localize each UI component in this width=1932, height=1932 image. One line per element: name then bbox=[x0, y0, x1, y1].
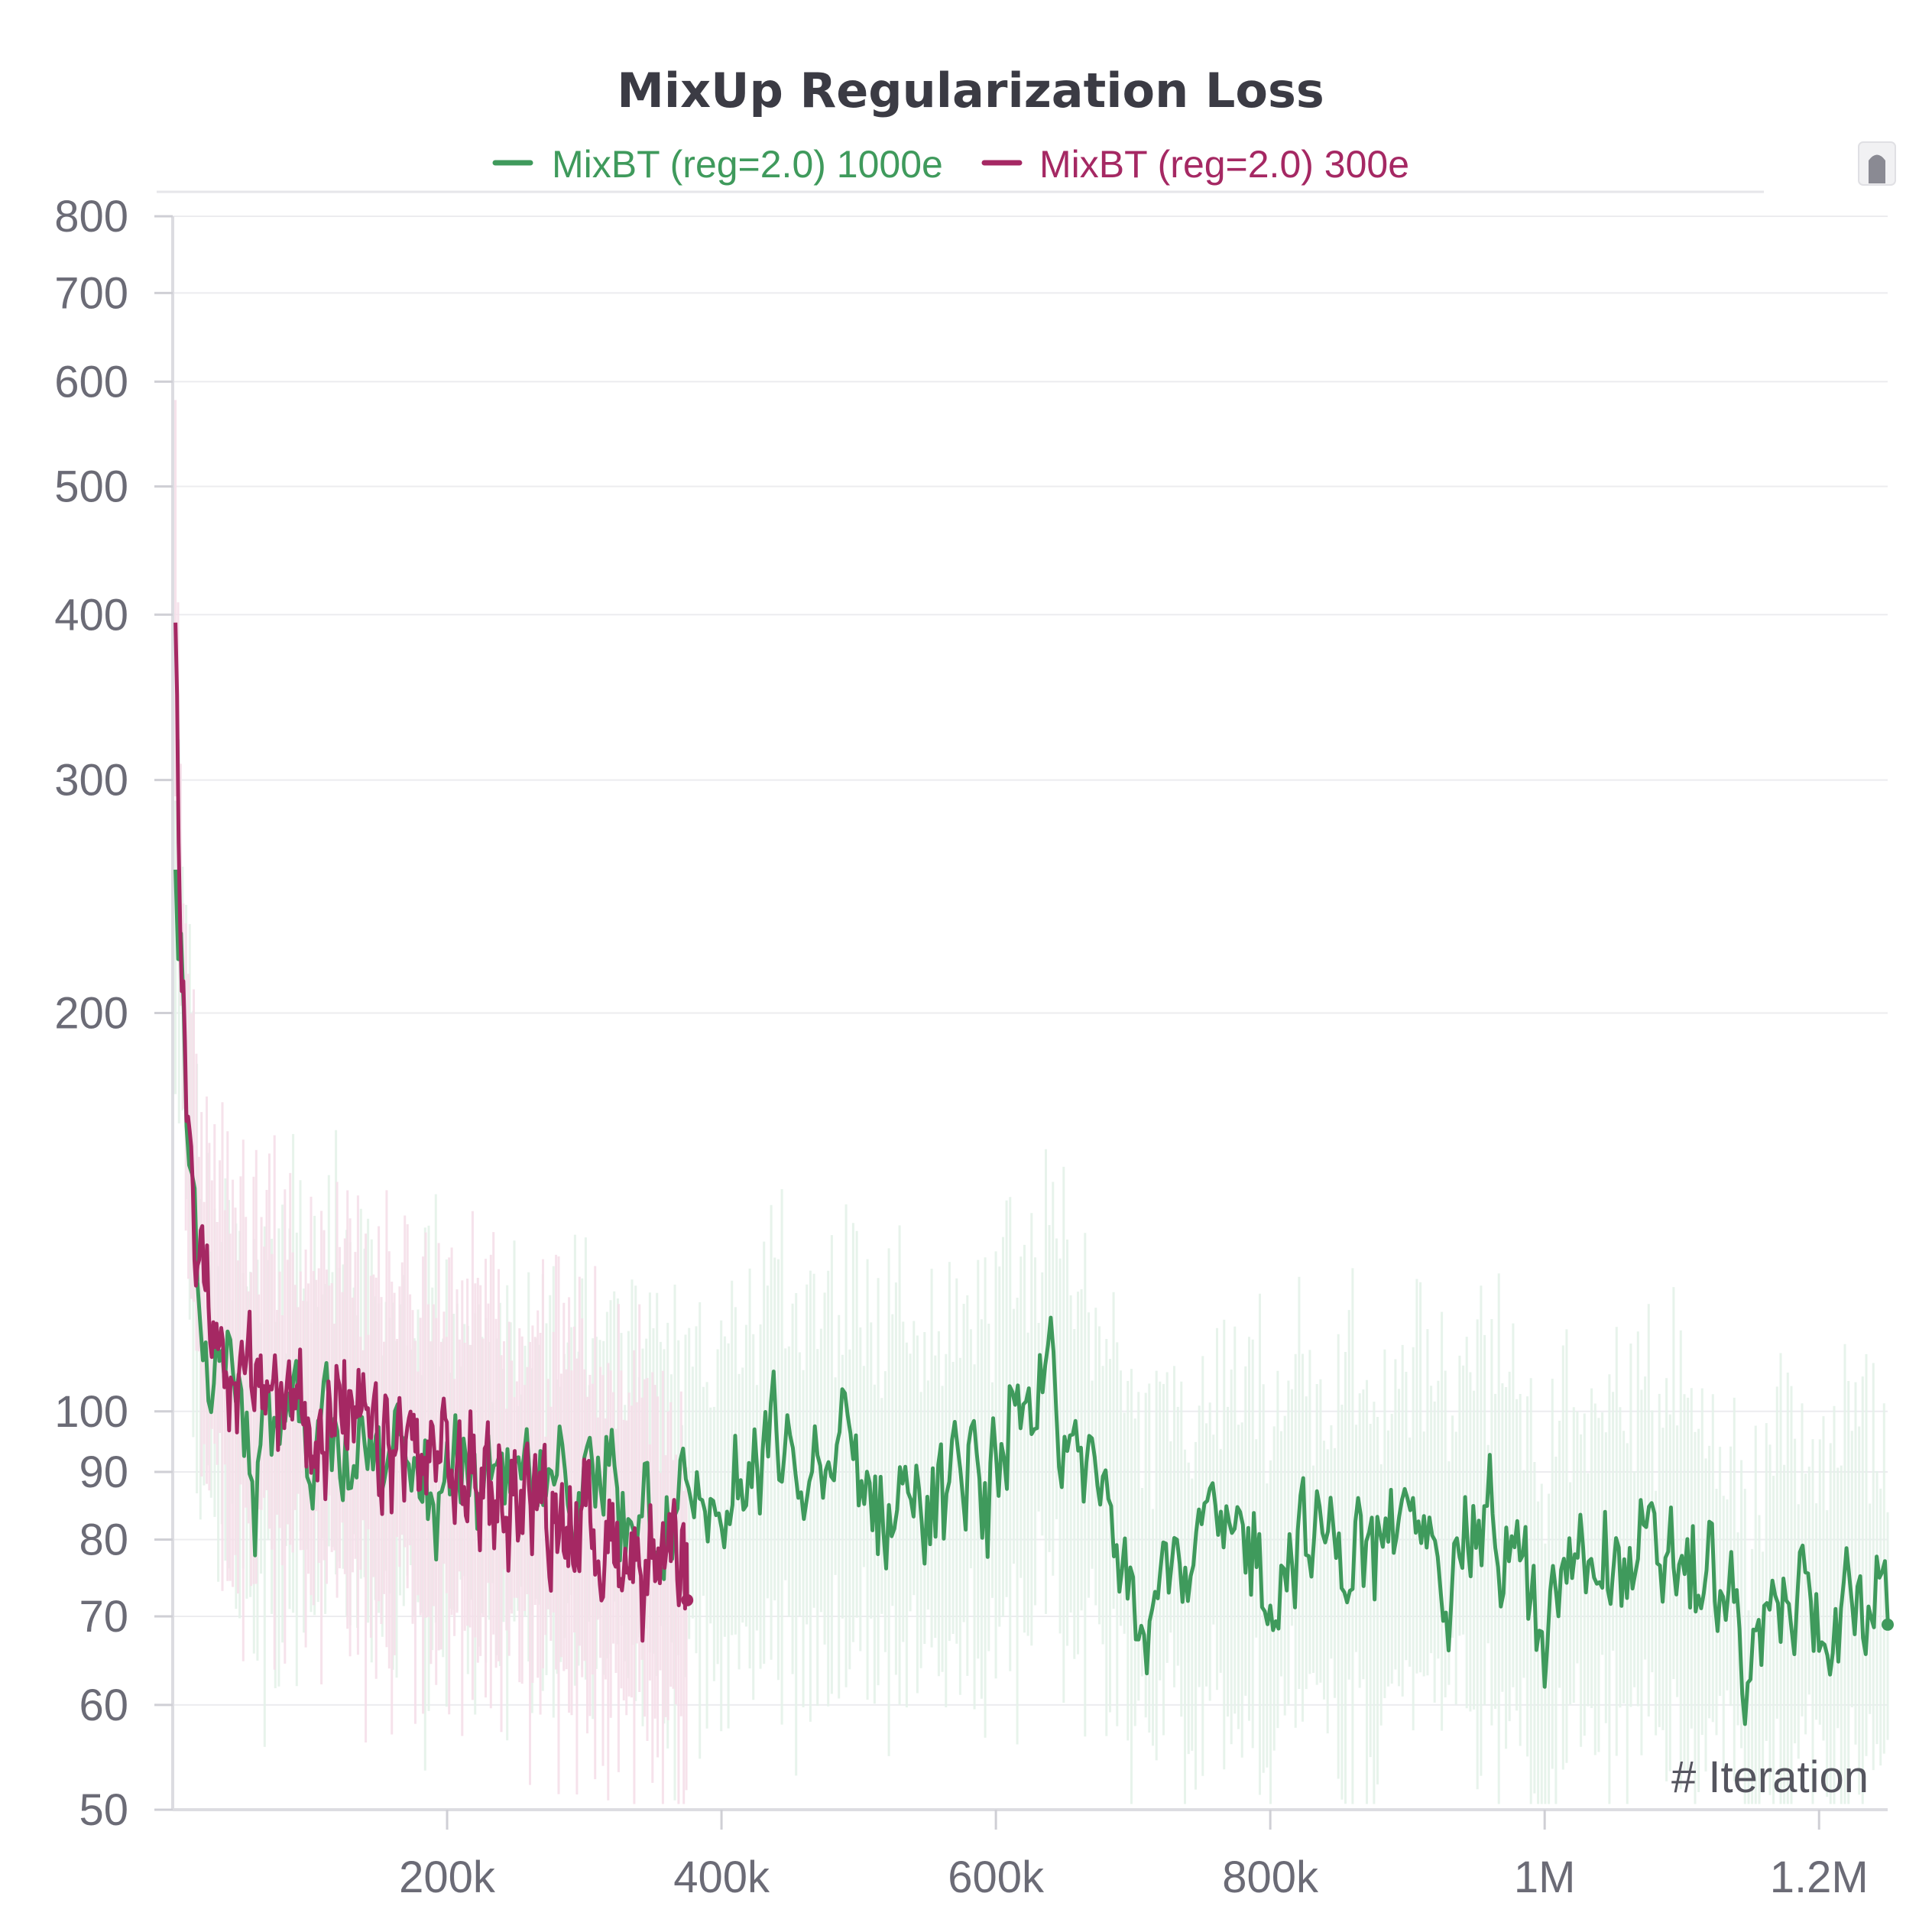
y-tick-label-50: 50 bbox=[79, 1785, 128, 1835]
scroll-handle[interactable] bbox=[1858, 141, 1896, 186]
y-tick-label-800: 800 bbox=[54, 192, 128, 242]
series-end-point-1000e[interactable] bbox=[1882, 1618, 1894, 1631]
y-tick-label-500: 500 bbox=[54, 462, 128, 511]
y-tick-label-600: 600 bbox=[54, 357, 128, 407]
y-tick-label-80: 80 bbox=[79, 1515, 128, 1565]
x-tick-label-200k: 200k bbox=[399, 1853, 496, 1902]
y-tick-label-90: 90 bbox=[79, 1447, 128, 1497]
series-lines bbox=[173, 622, 1894, 1726]
y-tick-label-400: 400 bbox=[54, 590, 128, 640]
x-axis-title: # Iteration bbox=[1671, 1752, 1869, 1802]
x-axis-ticks: 200k 400k 600k 800k 1M 1.2M bbox=[399, 1810, 1869, 1902]
y-tick-label-100: 100 bbox=[54, 1387, 128, 1437]
x-tick-label-600k: 600k bbox=[948, 1853, 1045, 1902]
legend[interactable]: MixBT (reg=2.0) 1000e MixBT (reg=2.0) 30… bbox=[492, 143, 1409, 186]
y-tick-label-300: 300 bbox=[54, 756, 128, 806]
x-tick-label-800k: 800k bbox=[1222, 1853, 1319, 1902]
y-tick-label-70: 70 bbox=[79, 1592, 128, 1642]
legend-label-300e[interactable]: MixBT (reg=2.0) 300e bbox=[1039, 143, 1409, 186]
chart-title: MixUp Regularization Loss bbox=[617, 63, 1324, 118]
x-tick-label-1M: 1M bbox=[1514, 1853, 1576, 1902]
y-axis-ticks: 50 60 70 80 90 100 200 300 400 500 600 700 800 bbox=[54, 192, 173, 1835]
y-tick-label-60: 60 bbox=[79, 1681, 128, 1730]
scroll-handle-thumb bbox=[1869, 154, 1885, 183]
x-tick-label-400k: 400k bbox=[673, 1853, 770, 1902]
series-line-300e[interactable] bbox=[173, 622, 689, 1643]
y-tick-label-700: 700 bbox=[54, 268, 128, 318]
y-tick-label-200: 200 bbox=[54, 989, 128, 1039]
x-tick-label-1.2M: 1.2M bbox=[1770, 1853, 1869, 1902]
series-end-point-300e[interactable] bbox=[681, 1593, 694, 1606]
legend-label-1000e[interactable]: MixBT (reg=2.0) 1000e bbox=[552, 143, 943, 186]
